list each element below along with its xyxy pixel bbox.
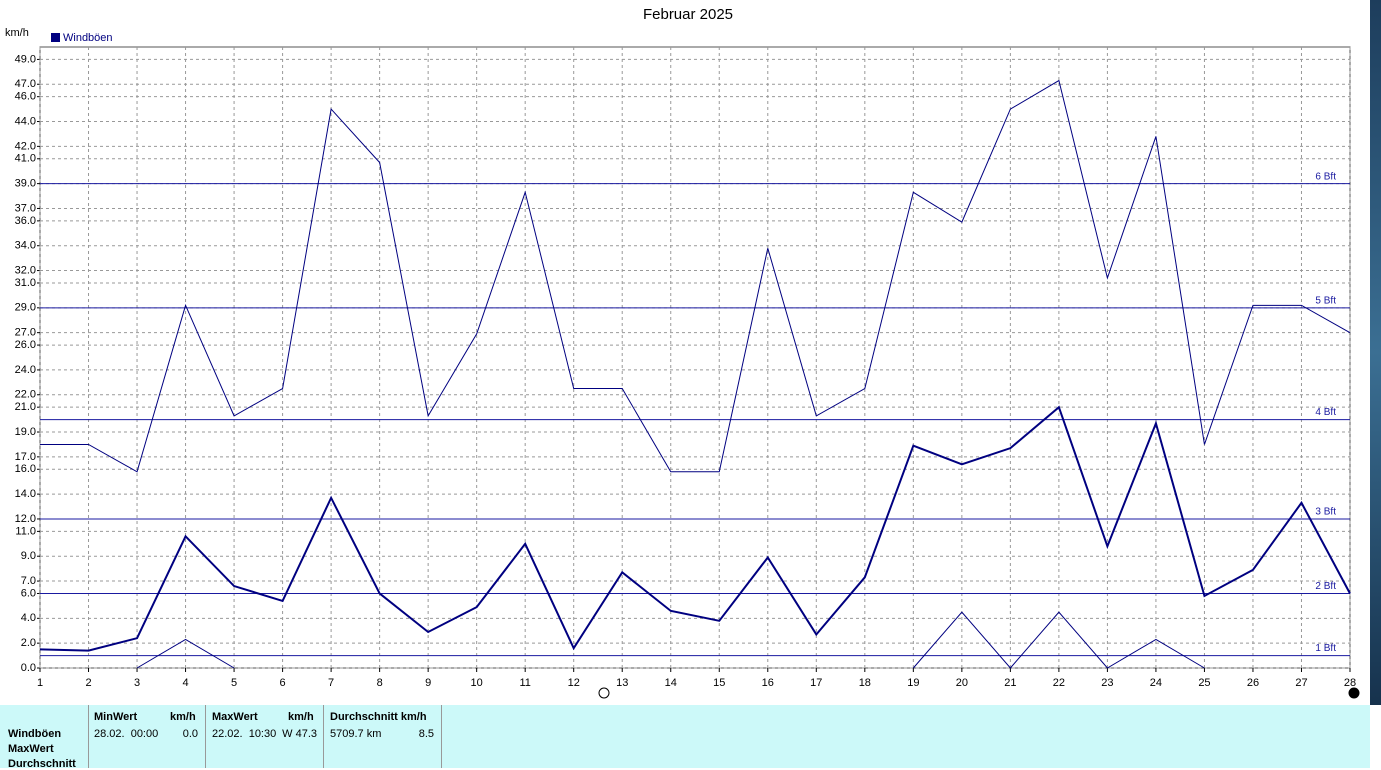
x-tick-label: 20 <box>956 677 968 689</box>
row-label: MaxWert <box>8 743 54 755</box>
legend-swatch <box>51 33 60 42</box>
y-tick-label: 47.0 <box>15 78 36 90</box>
x-tick-label: 16 <box>762 677 774 689</box>
cell: 22.02. 10:30 <box>212 728 277 740</box>
x-tick-label: 8 <box>377 677 383 689</box>
beaufort-label: 2 Bft <box>1315 581 1336 592</box>
beaufort-label: 4 Bft <box>1315 407 1336 418</box>
y-axis-label: km/h <box>5 27 29 39</box>
x-tick-label: 19 <box>907 677 919 689</box>
y-tick-label: 17.0 <box>15 451 36 463</box>
plot-area <box>39 46 1351 669</box>
y-tick-label: 27.0 <box>15 327 36 339</box>
x-tick-label: 5 <box>231 677 237 689</box>
x-tick-label: 28 <box>1344 677 1356 689</box>
y-tick-label: 34.0 <box>15 240 36 252</box>
y-tick-label: 6.0 <box>21 587 36 599</box>
beaufort-label: 6 Bft <box>1315 171 1336 182</box>
x-tick-label: 4 <box>182 677 188 689</box>
moon-icon <box>1348 687 1360 699</box>
x-tick-label: 3 <box>134 677 140 689</box>
y-tick-label: 16.0 <box>15 463 36 475</box>
chart-title: Februar 2025 <box>643 6 733 23</box>
y-tick-label: 31.0 <box>15 277 36 289</box>
y-tick-label: 41.0 <box>15 153 36 165</box>
cell: 5709.7 km <box>330 728 382 740</box>
row-label: Windböen <box>8 728 62 740</box>
series-line <box>40 79 1351 473</box>
y-tick-label: 29.0 <box>15 302 36 314</box>
x-tick-label: 2 <box>85 677 91 689</box>
beaufort-label: 3 Bft <box>1315 507 1336 518</box>
y-tick-label: 37.0 <box>15 202 36 214</box>
separator <box>205 705 206 768</box>
x-tick-label: 22 <box>1053 677 1065 689</box>
x-tick-label: 27 <box>1295 677 1307 689</box>
y-tick-label: 2.0 <box>21 637 36 649</box>
cell: 0.0 <box>182 728 198 740</box>
chart: Februar 2025 km/h 0.0 2.0 4.0 6.07.0 9.0 11.0… <box>5 0 1381 705</box>
x-tick-label: 17 <box>810 677 822 689</box>
y-tick-label: 4.0 <box>21 612 36 624</box>
y-tick-label: 0.0 <box>21 662 36 674</box>
row-label: Durchschnitt <box>8 758 76 770</box>
column-header: MinWert <box>94 711 138 723</box>
cell: 8.5 <box>418 728 434 740</box>
series-line <box>136 611 1205 669</box>
x-tick-label: 6 <box>280 677 286 689</box>
x-tick-label: 18 <box>859 677 871 689</box>
column-header: Durchschnitt km/h <box>330 711 427 723</box>
beaufort-label: 1 Bft <box>1315 643 1336 654</box>
x-tick-label: 25 <box>1198 677 1210 689</box>
y-tick-label: 42.0 <box>15 140 36 152</box>
series-line <box>39 405 1351 652</box>
beaufort-label: 5 Bft <box>1315 295 1336 306</box>
background-strip <box>1370 0 1381 705</box>
y-tick-label: 36.0 <box>15 215 36 227</box>
x-tick-label: 13 <box>616 677 628 689</box>
y-tick-label: 22.0 <box>15 389 36 401</box>
x-tick-label: 26 <box>1247 677 1259 689</box>
y-tick-label: 14.0 <box>15 488 36 500</box>
x-tick-label: 7 <box>328 677 334 689</box>
y-tick-label: 26.0 <box>15 339 36 351</box>
y-tick-label: 24.0 <box>15 364 36 376</box>
summary-table: Windböen MaxWert Durchschnitt MinWert km… <box>0 705 1370 770</box>
moon-icon <box>598 687 610 699</box>
y-tick-label: 21.0 <box>15 401 36 413</box>
x-tick-label: 23 <box>1101 677 1113 689</box>
y-tick-label: 7.0 <box>21 575 36 587</box>
x-tick-label: 24 <box>1150 677 1162 689</box>
cell: 28.02. 00:00 <box>94 728 159 740</box>
x-tick-label: 15 <box>713 677 725 689</box>
y-tick-label: 46.0 <box>15 91 36 103</box>
x-tick-label: 9 <box>425 677 431 689</box>
separator <box>88 705 89 768</box>
legend-label: Windböen <box>63 32 113 44</box>
column-header: MaxWert <box>212 711 258 723</box>
x-tick-label: 21 <box>1004 677 1016 689</box>
column-unit: km/h <box>288 711 314 723</box>
x-tick-label: 10 <box>471 677 483 689</box>
y-tick-label: 9.0 <box>21 550 36 562</box>
y-tick-label: 11.0 <box>15 525 36 537</box>
y-tick-label: 44.0 <box>15 115 36 127</box>
y-tick-label: 12.0 <box>15 513 36 525</box>
x-tick-label: 12 <box>568 677 580 689</box>
y-tick-label: 39.0 <box>15 178 36 190</box>
separator <box>441 705 442 768</box>
x-tick-label: 1 <box>37 677 43 689</box>
y-tick-label: 32.0 <box>15 264 36 276</box>
y-tick-label: 19.0 <box>15 426 36 438</box>
x-tick-label: 14 <box>665 677 677 689</box>
x-tick-label: 11 <box>519 677 530 689</box>
column-unit: km/h <box>170 711 196 723</box>
cell: W 47.3 <box>282 728 317 740</box>
separator <box>323 705 324 768</box>
y-tick-label: 49.0 <box>15 53 36 65</box>
